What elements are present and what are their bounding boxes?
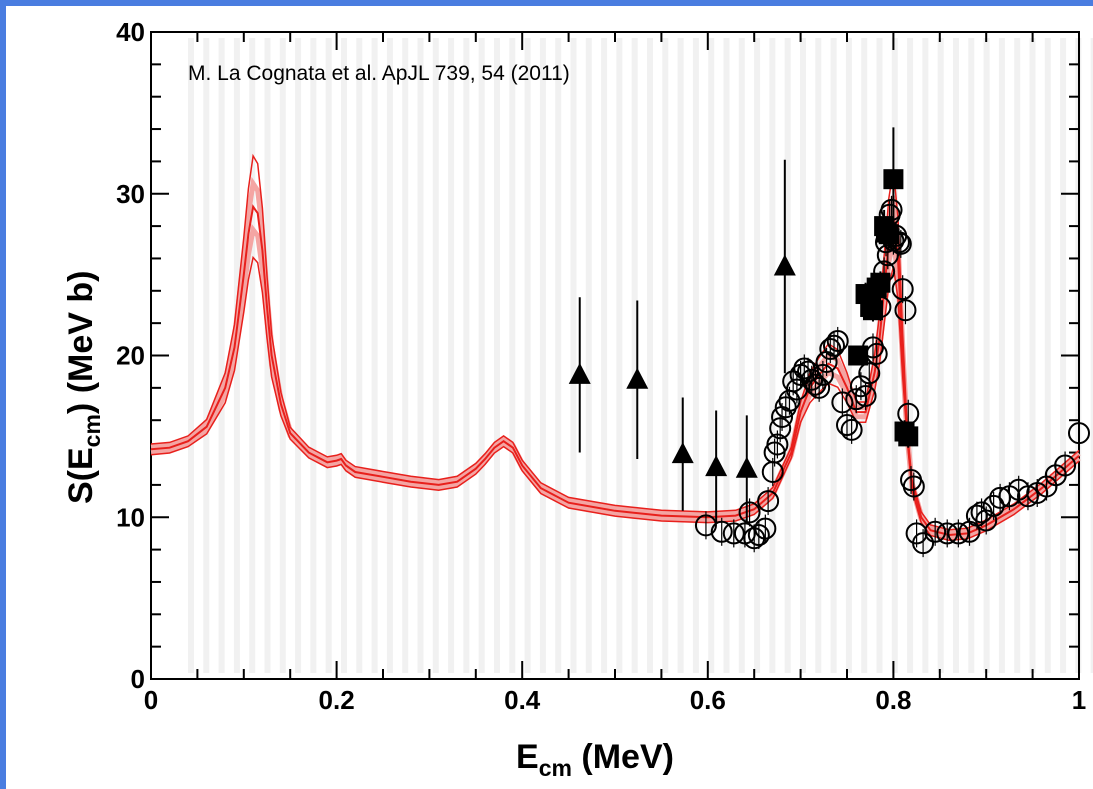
open-circle-point [831,391,854,414]
open-circle-point [924,520,947,543]
open-circle-point [710,520,733,543]
open-circle-point [747,524,770,547]
open-circle-point [738,501,761,524]
filled-triangle-point [671,442,694,464]
open-circle-point [936,522,959,545]
open-circle-point [819,338,842,361]
open-circle-point [826,329,849,352]
x-axis-title: Ecm (MeV) [516,738,674,781]
filled-triangle-point [773,254,796,276]
open-circle-point [1016,485,1039,508]
open-circle-point [1068,422,1090,445]
open-circle-point [982,494,1005,517]
open-circle-point [811,363,834,386]
x-axis-title-main: E [516,738,539,776]
y-tick-label: 0 [131,664,145,694]
filled-triangle-point [705,455,728,477]
open-circle-point [975,509,998,532]
filled-triangle-point [735,456,758,478]
x-axis-title-rest: (MeV) [572,738,674,776]
filled-triangle-point [568,362,591,384]
open-circle-point [849,375,872,398]
filled-square-point [878,224,899,245]
filled-square-point [883,169,904,190]
open-circle-point [694,514,717,537]
x-tick-label: 0.8 [875,685,911,715]
open-circle-point [912,532,935,555]
y-axis-title: S(Ecm) (MeV b) [62,271,105,504]
filled-square-point [870,272,891,293]
annotation: M. La Cognata et al. ApJL 739, 54 (2011) [188,62,570,85]
y-axis-title-sub: cm [79,414,105,447]
axis-ticks [150,31,1080,680]
open-circle-point [757,490,780,513]
open-circle-point [858,362,881,385]
open-circle-point [722,522,745,545]
open-circle-point [754,517,777,540]
open-circle-point [823,334,846,357]
filled-square-point [848,345,869,366]
x-tick-label: 0.4 [504,685,541,715]
x-tick-label: 1 [1072,685,1086,715]
open-circle-point [1054,454,1077,477]
open-circle-point [891,278,914,301]
fit-curve [150,153,1081,542]
open-circle-point [766,433,789,456]
filled-triangle-point [626,367,649,389]
open-circle-point [854,384,877,407]
data-markers [568,169,1090,555]
open-circle-point [876,244,899,267]
background-stripes [188,38,1093,673]
y-tick-label: 10 [116,502,145,532]
x-tick-label: 0 [144,685,158,715]
filled-square-point [898,426,919,447]
curve-upper [150,153,1080,531]
open-circle-point [840,418,863,441]
open-circle-point [947,522,970,545]
x-tick-label: 0.6 [690,685,726,715]
filled-square-point [862,300,883,321]
y-axis-title-rest: ) (MeV b) [62,271,100,415]
open-circle-point [800,368,823,391]
open-circle-point [769,417,792,440]
y-tick-label: 20 [116,341,145,371]
open-circle-point [845,388,868,411]
curve-lower [150,255,1080,542]
y-axis-title-main: S(E [62,447,100,504]
open-circle-point [894,299,917,322]
open-circle-point [989,486,1012,509]
y-tick-label: 40 [116,17,145,47]
open-circle-point [808,376,831,399]
x-tick-label: 0.2 [319,685,355,715]
y-tick-label: 30 [116,179,145,209]
x-axis-title-sub: cm [539,755,572,781]
figure-frame: 0 0.2 0.4 0.6 0.8 1 0 10 20 30 40 M. La Cognata et… [6,6,1093,789]
open-circle-point [902,475,925,498]
curve-central [150,204,1080,537]
open-circle-point [836,414,858,437]
